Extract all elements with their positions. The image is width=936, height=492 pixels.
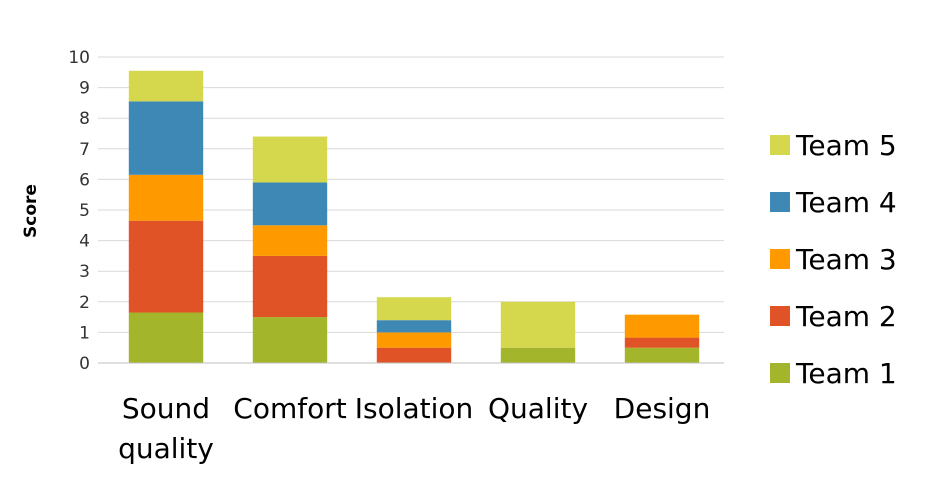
legend-label: Team 2: [795, 300, 897, 333]
x-category-label: Quality: [488, 392, 588, 425]
bars: [128, 70, 700, 363]
legend-swatch: [770, 192, 790, 212]
bar-segment: [128, 312, 204, 363]
legend-swatch: [770, 363, 790, 383]
legend-swatch: [770, 249, 790, 269]
y-tick-label: 5: [79, 201, 90, 221]
x-category-label: Isolation: [355, 392, 474, 425]
y-axis-label: Score: [21, 184, 41, 238]
x-category-label: Sound quality: [118, 392, 214, 465]
y-tick-label: 9: [79, 79, 90, 99]
legend-item: Team 1: [770, 357, 897, 390]
y-tick-label: 8: [79, 109, 90, 129]
legend-swatch: [770, 306, 790, 326]
bar-segment: [128, 70, 204, 102]
y-tick-label: 6: [79, 170, 90, 190]
y-tick-label: 0: [79, 354, 90, 374]
bar-segment: [624, 337, 700, 348]
legend-item: Team 4: [770, 186, 897, 219]
legend-swatch: [770, 135, 790, 155]
bar-segment: [376, 320, 452, 333]
bar-segment: [252, 136, 328, 183]
legend-item: Team 3: [770, 243, 897, 276]
legend-item: Team 5: [770, 129, 897, 162]
x-axis-categories: Sound quality Comfort Isolation Quality Desig…: [118, 392, 710, 465]
bar-segment: [128, 101, 204, 175]
bar-segment: [376, 347, 452, 363]
legend-label: Team 3: [795, 243, 897, 276]
bar-segment: [128, 220, 204, 313]
bar-segment: [252, 255, 328, 318]
y-tick-label: 10: [68, 48, 90, 68]
y-tick-label: 7: [79, 140, 90, 160]
bar-segment: [252, 225, 328, 256]
legend-label: Team 4: [795, 186, 897, 219]
bar-segment: [376, 332, 452, 348]
bar-segment: [624, 314, 700, 338]
bar-segment: [252, 182, 328, 226]
y-tick-label: 3: [79, 262, 90, 282]
bar-segment: [624, 347, 700, 363]
y-tick-label: 4: [79, 232, 90, 252]
y-tick-label: 1: [79, 323, 90, 343]
x-category-label: Comfort: [233, 392, 346, 425]
legend-label: Team 1: [795, 357, 897, 390]
x-category-label: Design: [614, 392, 711, 425]
bar-segment: [128, 174, 204, 221]
bar-segment: [376, 297, 452, 321]
bar-segment: [500, 347, 576, 363]
bar-segment: [500, 301, 576, 348]
y-axis-ticks: 0 1 2 3 4 5 6 7 8 9 10: [68, 48, 90, 374]
y-tick-label: 2: [79, 293, 90, 313]
legend: Team 5 Team 4 Team 3 Team 2 Team 1: [770, 129, 897, 390]
legend-label: Team 5: [795, 129, 897, 162]
bar-segment: [252, 317, 328, 363]
legend-item: Team 2: [770, 300, 897, 333]
